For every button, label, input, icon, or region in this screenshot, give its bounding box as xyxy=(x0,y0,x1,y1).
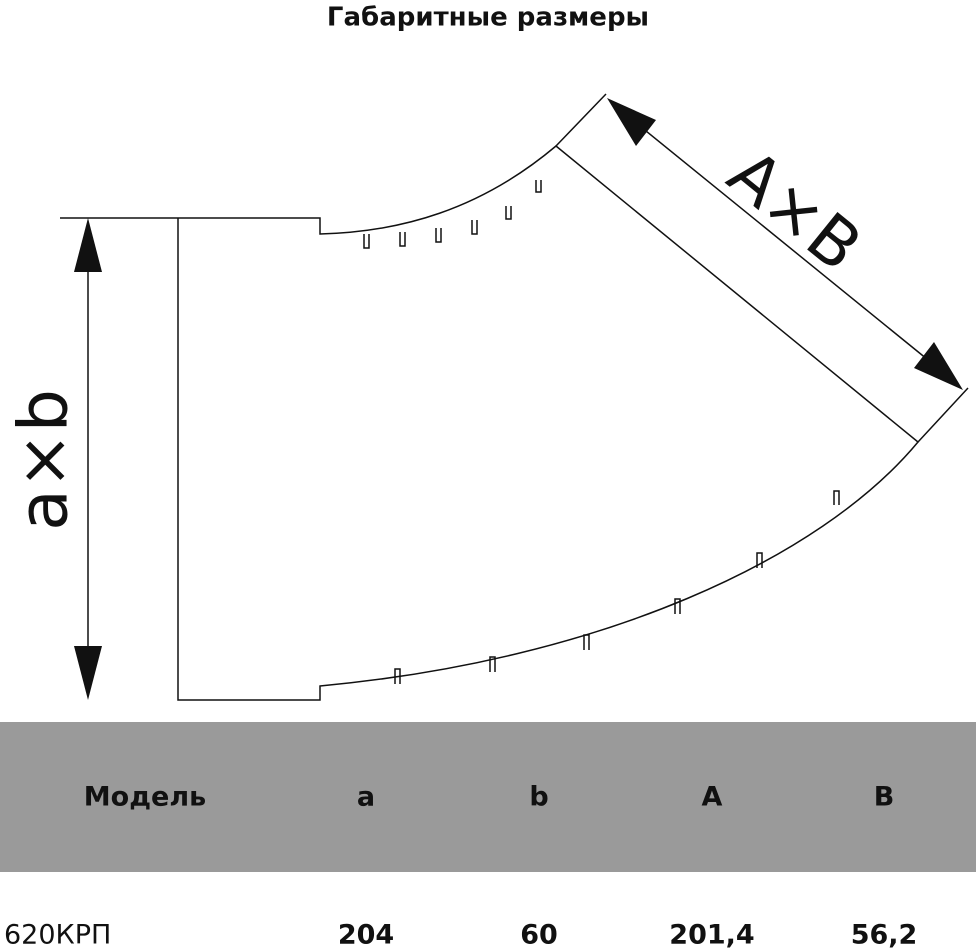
cell: 201,4 xyxy=(669,920,754,951)
cell: 60 xyxy=(520,920,558,951)
title: Габаритные размеры xyxy=(327,3,649,33)
cell: 620КРП xyxy=(4,920,111,951)
header-cell: B xyxy=(874,782,895,813)
header-cell: a xyxy=(357,782,375,813)
cell: 204 xyxy=(338,920,394,951)
cell: 56,2 xyxy=(851,920,918,951)
duct-drawing xyxy=(60,93,969,701)
table-header-bg xyxy=(0,722,976,872)
dimension-label: A×B xyxy=(714,135,876,287)
dimension-label: a×b xyxy=(5,389,84,531)
header-cell: b xyxy=(529,782,548,813)
header-cell: A xyxy=(702,782,723,813)
header-cell: Модель xyxy=(84,782,206,813)
table: Модель a b A B 620КРП 204 60 201,4 56,2 xyxy=(4,782,917,951)
